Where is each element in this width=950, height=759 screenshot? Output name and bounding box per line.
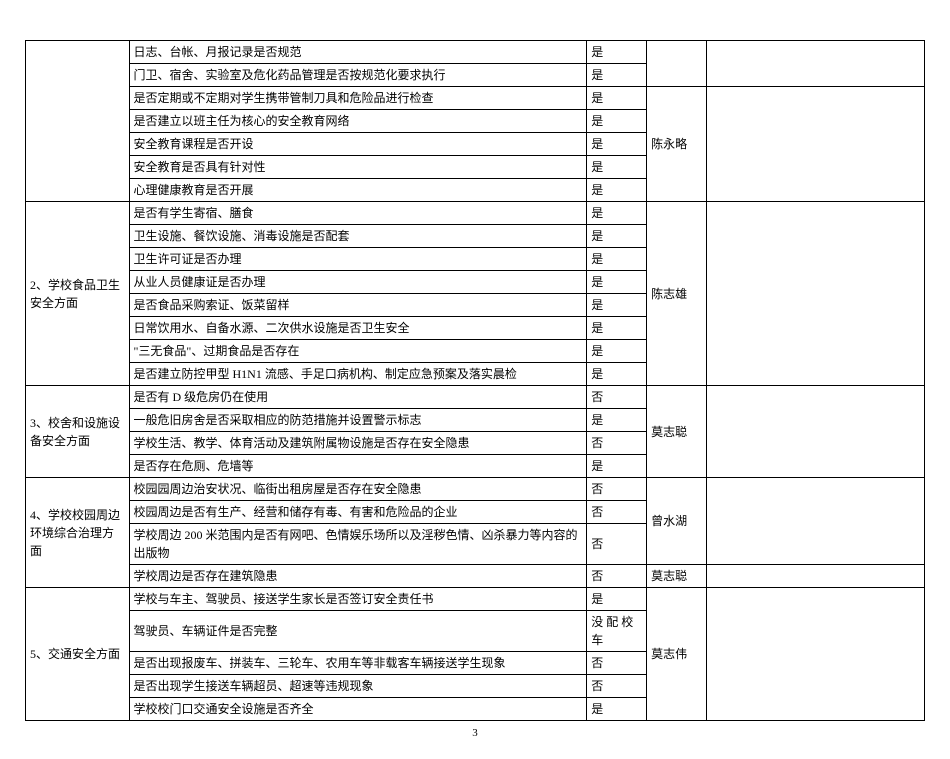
table-row: 学校周边是否存在建筑隐患 否 莫志聪 bbox=[26, 565, 925, 588]
ans-cell: 是 bbox=[587, 225, 647, 248]
desc-cell: 学校与车主、驾驶员、接送学生家长是否签订安全责任书 bbox=[129, 588, 587, 611]
note-cell bbox=[707, 202, 925, 386]
category-cell: 4、学校校园周边环境综合治理方面 bbox=[26, 478, 130, 588]
ans-cell: 否 bbox=[587, 501, 647, 524]
ans-cell: 否 bbox=[587, 675, 647, 698]
ans-cell: 是 bbox=[587, 363, 647, 386]
category-cell: 2、学校食品卫生安全方面 bbox=[26, 202, 130, 386]
category-cell bbox=[26, 41, 130, 202]
desc-cell: 驾驶员、车辆证件是否完整 bbox=[129, 611, 587, 652]
category-cell: 5、交通安全方面 bbox=[26, 588, 130, 721]
ans-cell: 是 bbox=[587, 698, 647, 721]
desc-cell: 卫生设施、餐饮设施、消毒设施是否配套 bbox=[129, 225, 587, 248]
ans-cell: 是 bbox=[587, 64, 647, 87]
ans-cell: 是 bbox=[587, 294, 647, 317]
ans-cell: 是 bbox=[587, 110, 647, 133]
ans-cell: 否 bbox=[587, 432, 647, 455]
ans-cell: 是 bbox=[587, 87, 647, 110]
desc-cell: 日志、台帐、月报记录是否规范 bbox=[129, 41, 587, 64]
safety-inspection-table: 日志、台帐、月报记录是否规范 是 门卫、宿舍、实验室及危化药品管理是否按规范化要… bbox=[25, 40, 925, 721]
desc-cell: 卫生许可证是否办理 bbox=[129, 248, 587, 271]
table-row: 4、学校校园周边环境综合治理方面 校园园周边治安状况、临街出租房屋是否存在安全隐… bbox=[26, 478, 925, 501]
ans-cell: 是 bbox=[587, 455, 647, 478]
note-cell bbox=[707, 87, 925, 202]
desc-cell: 学校周边是否存在建筑隐患 bbox=[129, 565, 587, 588]
table-row: 日志、台帐、月报记录是否规范 是 bbox=[26, 41, 925, 64]
person-cell: 莫志伟 bbox=[647, 588, 707, 721]
category-cell: 3、校舍和设施设备安全方面 bbox=[26, 386, 130, 478]
desc-cell: 是否有学生寄宿、膳食 bbox=[129, 202, 587, 225]
desc-cell: 是否存在危厕、危墙等 bbox=[129, 455, 587, 478]
desc-cell: 门卫、宿舍、实验室及危化药品管理是否按规范化要求执行 bbox=[129, 64, 587, 87]
desc-cell: 是否食品采购索证、饭菜留样 bbox=[129, 294, 587, 317]
desc-cell: 安全教育是否具有针对性 bbox=[129, 156, 587, 179]
ans-cell: 是 bbox=[587, 41, 647, 64]
table-row: 3、校舍和设施设备安全方面 是否有 D 级危房仍在使用 否 莫志聪 bbox=[26, 386, 925, 409]
desc-cell: 校园周边是否有生产、经营和储存有毒、有害和危险品的企业 bbox=[129, 501, 587, 524]
desc-cell: 学校周边 200 米范围内是否有网吧、色情娱乐场所以及淫秽色情、凶杀暴力等内容的… bbox=[129, 524, 587, 565]
desc-cell: 心理健康教育是否开展 bbox=[129, 179, 587, 202]
ans-cell: 否 bbox=[587, 652, 647, 675]
table-row: 是否定期或不定期对学生携带管制刀具和危险品进行检查 是 陈永略 bbox=[26, 87, 925, 110]
ans-cell: 是 bbox=[587, 317, 647, 340]
note-cell bbox=[707, 588, 925, 721]
ans-cell: 是 bbox=[587, 409, 647, 432]
person-cell: 莫志聪 bbox=[647, 386, 707, 478]
ans-cell: 是 bbox=[587, 271, 647, 294]
desc-cell: 是否出现学生接送车辆超员、超速等违规现象 bbox=[129, 675, 587, 698]
ans-cell: 是 bbox=[587, 588, 647, 611]
ans-cell: 是 bbox=[587, 340, 647, 363]
note-cell bbox=[707, 565, 925, 588]
ans-cell: 否 bbox=[587, 565, 647, 588]
desc-cell: 学校生活、教学、体育活动及建筑附属物设施是否存在安全隐患 bbox=[129, 432, 587, 455]
person-cell: 陈永略 bbox=[647, 87, 707, 202]
note-cell bbox=[707, 386, 925, 478]
desc-cell: 一般危旧房舍是否采取相应的防范措施并设置警示标志 bbox=[129, 409, 587, 432]
ans-cell: 没 配 校车 bbox=[587, 611, 647, 652]
person-cell: 陈志雄 bbox=[647, 202, 707, 386]
note-cell bbox=[707, 41, 925, 87]
desc-cell: 是否建立防控甲型 H1N1 流感、手足口病机构、制定应急预案及落实晨检 bbox=[129, 363, 587, 386]
ans-cell: 是 bbox=[587, 248, 647, 271]
table-row: 2、学校食品卫生安全方面 是否有学生寄宿、膳食 是 陈志雄 bbox=[26, 202, 925, 225]
table-row: 5、交通安全方面 学校与车主、驾驶员、接送学生家长是否签订安全责任书 是 莫志伟 bbox=[26, 588, 925, 611]
desc-cell: 校园园周边治安状况、临街出租房屋是否存在安全隐患 bbox=[129, 478, 587, 501]
desc-cell: 从业人员健康证是否办理 bbox=[129, 271, 587, 294]
person-cell: 莫志聪 bbox=[647, 565, 707, 588]
desc-cell: 是否定期或不定期对学生携带管制刀具和危险品进行检查 bbox=[129, 87, 587, 110]
ans-cell: 否 bbox=[587, 478, 647, 501]
desc-cell: 日常饮用水、自备水源、二次供水设施是否卫生安全 bbox=[129, 317, 587, 340]
desc-cell: 是否建立以班主任为核心的安全教育网络 bbox=[129, 110, 587, 133]
ans-cell: 是 bbox=[587, 133, 647, 156]
desc-cell: 学校校门口交通安全设施是否齐全 bbox=[129, 698, 587, 721]
ans-cell: 是 bbox=[587, 156, 647, 179]
ans-cell: 否 bbox=[587, 524, 647, 565]
desc-cell: "三无食品"、过期食品是否存在 bbox=[129, 340, 587, 363]
page-number: 3 bbox=[20, 727, 930, 739]
ans-cell: 否 bbox=[587, 386, 647, 409]
ans-cell: 是 bbox=[587, 202, 647, 225]
desc-cell: 是否有 D 级危房仍在使用 bbox=[129, 386, 587, 409]
desc-cell: 安全教育课程是否开设 bbox=[129, 133, 587, 156]
person-cell: 曾水湖 bbox=[647, 478, 707, 565]
desc-cell: 是否出现报废车、拼装车、三轮车、农用车等非载客车辆接送学生现象 bbox=[129, 652, 587, 675]
person-cell bbox=[647, 41, 707, 87]
note-cell bbox=[707, 478, 925, 565]
ans-cell: 是 bbox=[587, 179, 647, 202]
